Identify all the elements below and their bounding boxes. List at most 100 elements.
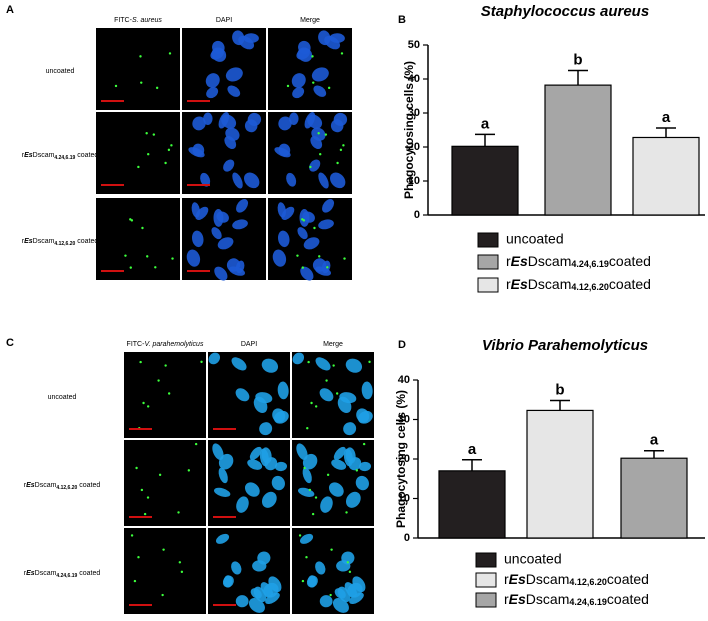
bacterium bbox=[313, 226, 316, 230]
error-bar bbox=[644, 449, 664, 459]
y-tick-label: 40 bbox=[408, 73, 420, 85]
panel-label: D bbox=[398, 339, 406, 351]
bar bbox=[438, 470, 506, 539]
nucleus bbox=[286, 172, 297, 187]
bacterium bbox=[114, 84, 118, 88]
nucleus bbox=[261, 358, 279, 373]
nucleus bbox=[210, 48, 224, 60]
bacterium bbox=[167, 148, 171, 152]
nucleus bbox=[244, 172, 260, 189]
nucleus bbox=[214, 487, 231, 497]
row-label: rEsDscam4.12,6.20 coated bbox=[22, 238, 99, 247]
micrograph bbox=[96, 28, 180, 110]
y-tick-label: 10 bbox=[398, 492, 410, 504]
error-bar bbox=[568, 69, 588, 86]
nucleus bbox=[278, 116, 292, 131]
bacterium bbox=[306, 426, 309, 430]
nucleus bbox=[297, 227, 308, 240]
bacterium bbox=[158, 473, 162, 477]
bacterium bbox=[317, 132, 320, 135]
nucleus bbox=[300, 266, 314, 281]
bacterium bbox=[146, 496, 150, 499]
significance-letter: b bbox=[555, 382, 564, 399]
nucleus bbox=[259, 448, 269, 467]
chart-title: Staphylococcus aureus bbox=[481, 3, 649, 20]
nucleus bbox=[195, 206, 209, 220]
bacterium bbox=[296, 254, 299, 257]
nucleus bbox=[232, 219, 248, 230]
error-bar bbox=[475, 133, 495, 147]
nucleus bbox=[247, 459, 263, 470]
bacterium bbox=[167, 392, 171, 395]
y-tick-label: 30 bbox=[398, 413, 410, 425]
nucleus bbox=[302, 467, 312, 484]
nucleus bbox=[302, 211, 315, 223]
bacterium bbox=[168, 52, 172, 55]
nucleus bbox=[358, 461, 372, 472]
nucleus bbox=[339, 392, 357, 404]
bacterium bbox=[139, 360, 142, 364]
bacterium bbox=[164, 364, 167, 367]
panel-label: A bbox=[6, 4, 14, 16]
y-tick-label: 40 bbox=[398, 374, 410, 386]
nucleus bbox=[225, 67, 243, 82]
nucleus bbox=[357, 410, 373, 424]
nucleus bbox=[191, 230, 204, 248]
y-tick-label: 10 bbox=[408, 175, 420, 187]
column-header: DAPI bbox=[216, 17, 232, 24]
bacterium bbox=[141, 226, 144, 230]
micrograph bbox=[96, 112, 180, 194]
bacterium bbox=[200, 360, 203, 364]
nucleus bbox=[261, 491, 277, 508]
nucleus bbox=[231, 561, 242, 575]
nucleus bbox=[292, 87, 305, 99]
nucleus bbox=[206, 87, 219, 99]
nucleus bbox=[304, 112, 316, 129]
nucleus bbox=[223, 159, 235, 172]
significance-letter: b bbox=[573, 51, 582, 68]
nucleus bbox=[328, 482, 344, 497]
bacterium bbox=[343, 257, 346, 260]
bacterium bbox=[155, 86, 159, 90]
bacterium bbox=[146, 255, 149, 258]
nucleus bbox=[322, 199, 335, 213]
chart-title: Vibrio Parahemolyticus bbox=[482, 337, 648, 354]
nucleus bbox=[319, 388, 334, 402]
bacterium bbox=[146, 405, 150, 408]
row-label: uncoated bbox=[46, 68, 75, 75]
bacterium bbox=[348, 570, 352, 574]
legend-swatch bbox=[477, 254, 499, 270]
bacterium bbox=[326, 473, 330, 477]
nucleus bbox=[259, 422, 273, 436]
bacterium bbox=[194, 442, 198, 446]
error-bar bbox=[656, 127, 676, 138]
nucleus bbox=[296, 48, 310, 60]
nucleus bbox=[214, 266, 228, 281]
nucleus bbox=[222, 575, 234, 588]
bacterium bbox=[311, 55, 314, 58]
nucleus bbox=[311, 67, 329, 82]
nucleus bbox=[333, 112, 348, 127]
significance-letter: a bbox=[662, 109, 671, 126]
bacterium bbox=[324, 133, 328, 136]
nucleus bbox=[277, 230, 290, 248]
column-header: FITC-S. aureus bbox=[114, 17, 162, 24]
bacterium bbox=[164, 161, 167, 165]
legend-label: uncoated bbox=[506, 231, 564, 247]
bacterium bbox=[326, 266, 329, 269]
y-tick-label: 50 bbox=[408, 39, 420, 51]
bacterium bbox=[368, 360, 371, 364]
nucleus bbox=[217, 237, 234, 250]
significance-letter: a bbox=[468, 441, 477, 458]
nucleus bbox=[281, 206, 295, 220]
column-header: Merge bbox=[323, 341, 343, 348]
nucleus bbox=[291, 73, 306, 88]
bacterium bbox=[130, 534, 134, 537]
bacterium bbox=[124, 254, 127, 257]
y-axis-label: Phagocytosing cells (%) bbox=[394, 390, 408, 528]
nucleus bbox=[333, 446, 346, 460]
bacterium bbox=[310, 401, 313, 405]
bacterium bbox=[137, 556, 140, 559]
nucleus bbox=[341, 551, 355, 565]
